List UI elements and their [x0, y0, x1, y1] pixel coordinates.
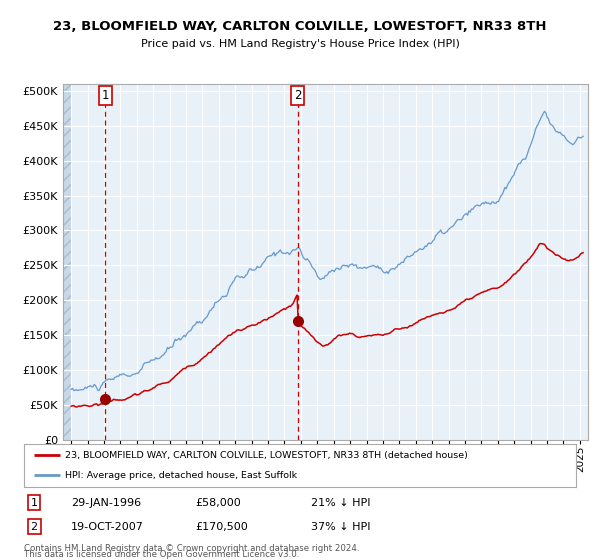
Text: 23, BLOOMFIELD WAY, CARLTON COLVILLE, LOWESTOFT, NR33 8TH (detached house): 23, BLOOMFIELD WAY, CARLTON COLVILLE, LO… — [65, 451, 468, 460]
Text: 1: 1 — [31, 498, 38, 508]
Text: Contains HM Land Registry data © Crown copyright and database right 2024.: Contains HM Land Registry data © Crown c… — [24, 544, 359, 553]
Text: £170,500: £170,500 — [195, 521, 248, 531]
Text: HPI: Average price, detached house, East Suffolk: HPI: Average price, detached house, East… — [65, 471, 298, 480]
Text: 23, BLOOMFIELD WAY, CARLTON COLVILLE, LOWESTOFT, NR33 8TH: 23, BLOOMFIELD WAY, CARLTON COLVILLE, LO… — [53, 20, 547, 32]
Text: 37% ↓ HPI: 37% ↓ HPI — [311, 521, 371, 531]
Text: £58,000: £58,000 — [195, 498, 241, 508]
Text: 2: 2 — [294, 90, 301, 102]
Text: 19-OCT-2007: 19-OCT-2007 — [71, 521, 144, 531]
Text: 21% ↓ HPI: 21% ↓ HPI — [311, 498, 371, 508]
Bar — [63, 84, 71, 440]
Text: 2: 2 — [31, 521, 38, 531]
Text: Price paid vs. HM Land Registry's House Price Index (HPI): Price paid vs. HM Land Registry's House … — [140, 39, 460, 49]
Text: 1: 1 — [101, 90, 109, 102]
Text: 29-JAN-1996: 29-JAN-1996 — [71, 498, 141, 508]
Text: This data is licensed under the Open Government Licence v3.0.: This data is licensed under the Open Gov… — [24, 550, 299, 559]
